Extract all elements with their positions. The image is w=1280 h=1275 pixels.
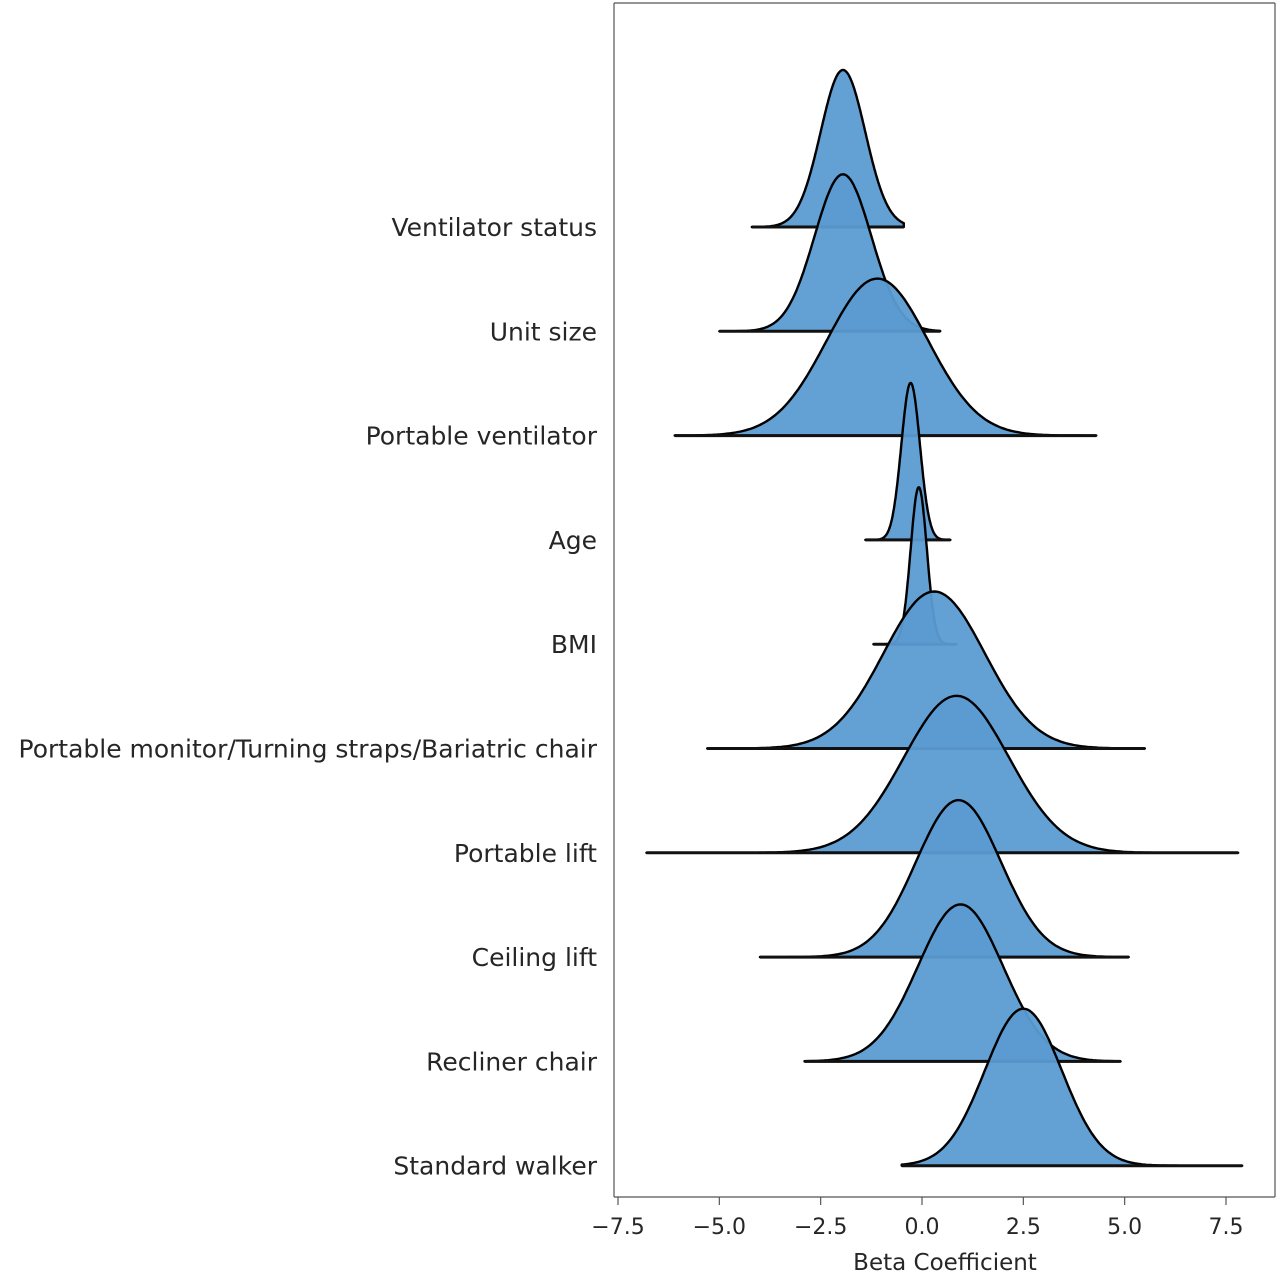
y-label-9: Standard walker [393, 1152, 597, 1181]
y-label-7: Ceiling lift [472, 943, 598, 972]
x-tick-label-0: −7.5 [591, 1215, 644, 1240]
ridges-group [645, 68, 1244, 1168]
y-label-6: Portable lift [454, 839, 597, 868]
y-label-2: Portable ventilator [366, 422, 598, 451]
ridge-5 [706, 590, 1147, 750]
x-tick-label-4: 2.5 [1006, 1215, 1041, 1240]
x-tick-label-1: −5.0 [693, 1215, 746, 1240]
x-axis-label: Beta Coefficient [853, 1250, 1037, 1275]
ridge-8 [803, 903, 1122, 1063]
ridge-0 [750, 68, 905, 229]
y-label-8: Recliner chair [426, 1047, 598, 1076]
ridge-2 [673, 277, 1098, 437]
y-label-4: BMI [551, 630, 597, 659]
x-tick-label-6: 7.5 [1209, 1215, 1244, 1240]
y-label-0: Ventilator status [391, 213, 597, 242]
x-tick-label-5: 5.0 [1107, 1215, 1142, 1240]
x-tick-label-3: 0.0 [905, 1215, 940, 1240]
y-label-1: Unit size [490, 317, 597, 346]
x-tick-label-2: −2.5 [794, 1215, 847, 1240]
x-axis: −7.5 −5.0 −2.5 0.0 2.5 5.0 7.5 [591, 1197, 1244, 1240]
y-label-5: Portable monitor/Turning straps/Bariatri… [19, 735, 598, 764]
y-label-3: Age [549, 526, 597, 555]
y-labels-group: Ventilator status Unit size Portable venti… [19, 213, 598, 1181]
